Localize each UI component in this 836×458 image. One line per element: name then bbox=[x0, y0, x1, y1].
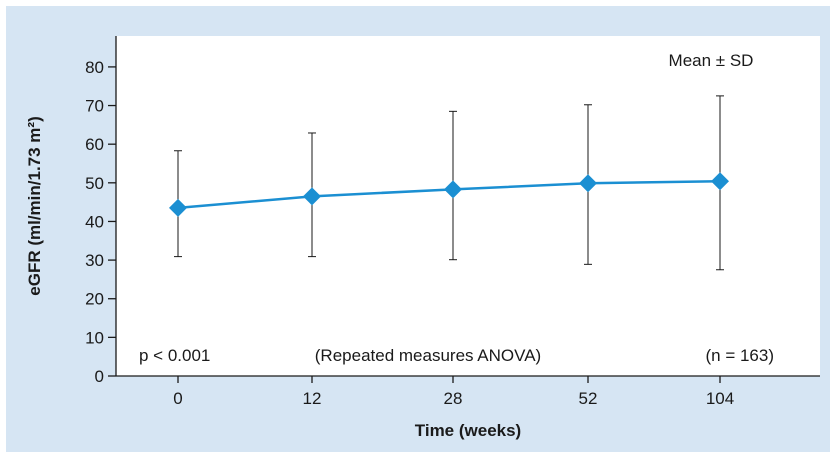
y-tick-label-40: 40 bbox=[85, 212, 104, 231]
x-tick-label-12: 12 bbox=[303, 389, 322, 408]
plot-area bbox=[116, 36, 820, 376]
test-annotation: (Repeated measures ANOVA) bbox=[315, 346, 541, 365]
y-tick-label-60: 60 bbox=[85, 135, 104, 154]
stat-label: Mean ± SD bbox=[669, 51, 754, 70]
n-annotation: (n = 163) bbox=[705, 346, 774, 365]
data-point-4 bbox=[711, 172, 729, 191]
data-point-3 bbox=[579, 174, 597, 193]
data-point-2 bbox=[444, 180, 462, 199]
y-axis-title: eGFR (ml/min/1.73 m²) bbox=[25, 116, 44, 295]
x-tick-label-28: 28 bbox=[444, 389, 463, 408]
y-tick-label-20: 20 bbox=[85, 290, 104, 309]
x-axis-title: Time (weeks) bbox=[415, 421, 521, 440]
x-tick-label-104: 104 bbox=[706, 389, 734, 408]
y-tick-label-80: 80 bbox=[85, 58, 104, 77]
eGFR-line-chart: 0 10 20 30 40 50 60 70 80 0 12 28 52 104 Time (weeks)… bbox=[25, 36, 820, 440]
y-tick-label-70: 70 bbox=[85, 97, 104, 116]
data-point-1 bbox=[303, 187, 321, 206]
chart-figure: 0 10 20 30 40 50 60 70 80 0 12 28 52 104 Time (weeks)… bbox=[6, 6, 830, 452]
tick-labels: 0 10 20 30 40 50 60 70 80 0 12 28 52 104 bbox=[85, 58, 734, 408]
p-value-annotation: p < 0.001 bbox=[139, 346, 210, 365]
data-markers bbox=[169, 172, 729, 217]
axes bbox=[108, 36, 820, 383]
y-tick-label-10: 10 bbox=[85, 328, 104, 347]
x-tick-label-0: 0 bbox=[173, 389, 182, 408]
y-tick-label-30: 30 bbox=[85, 251, 104, 270]
y-tick-label-50: 50 bbox=[85, 174, 104, 193]
x-tick-label-52: 52 bbox=[579, 389, 598, 408]
data-point-0 bbox=[169, 198, 187, 217]
y-tick-label-0: 0 bbox=[95, 367, 104, 386]
